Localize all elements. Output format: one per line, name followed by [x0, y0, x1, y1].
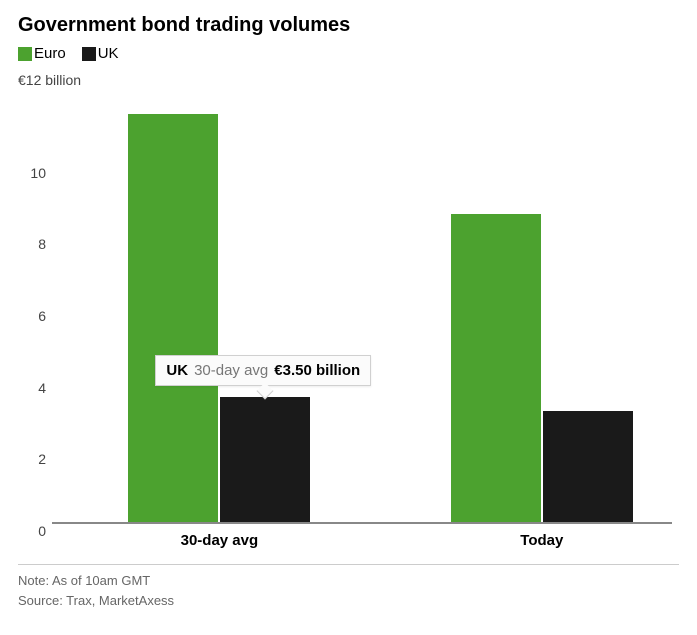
legend-item-euro: Euro [18, 45, 66, 62]
legend-label-euro: Euro [34, 45, 66, 62]
tooltip: UK 30-day avg €3.50 billion [155, 355, 371, 386]
chart-container: Government bond trading volumes Euro UK … [0, 0, 697, 635]
bar-uk-1[interactable] [543, 411, 633, 522]
tooltip-category: 30-day avg [194, 362, 268, 379]
legend-item-uk: UK [82, 45, 119, 62]
legend: Euro UK [18, 45, 679, 62]
plot: 30-day avgTodayUK30-day avg€3.50 billion [52, 94, 672, 524]
legend-swatch-euro [18, 47, 32, 61]
bar-uk-0[interactable] [220, 397, 310, 522]
legend-label-uk: UK [98, 45, 119, 62]
bar-euro-0[interactable] [128, 114, 218, 523]
note-line: Note: As of 10am GMT [18, 571, 679, 591]
y-tick: 6 [18, 308, 46, 324]
y-tick: 0 [18, 523, 46, 539]
chart-plot-area: 30-day avgTodayUK30-day avg€3.50 billion… [18, 94, 678, 524]
y-axis-unit-label: €12 billion [18, 72, 679, 88]
chart-title: Government bond trading volumes [18, 14, 679, 37]
source-line: Source: Trax, MarketAxess [18, 591, 679, 611]
x-category-label: 30-day avg [181, 532, 259, 549]
legend-swatch-uk [82, 47, 96, 61]
tooltip-value: €3.50 billion [274, 362, 360, 379]
tooltip-series: UK [166, 362, 188, 379]
x-category-label: Today [520, 532, 563, 549]
y-tick: 10 [18, 165, 46, 181]
bar-euro-1[interactable] [451, 214, 541, 522]
chart-notes: Note: As of 10am GMT Source: Trax, Marke… [18, 564, 679, 610]
y-tick: 2 [18, 451, 46, 467]
y-tick: 8 [18, 236, 46, 252]
y-tick: 4 [18, 380, 46, 396]
